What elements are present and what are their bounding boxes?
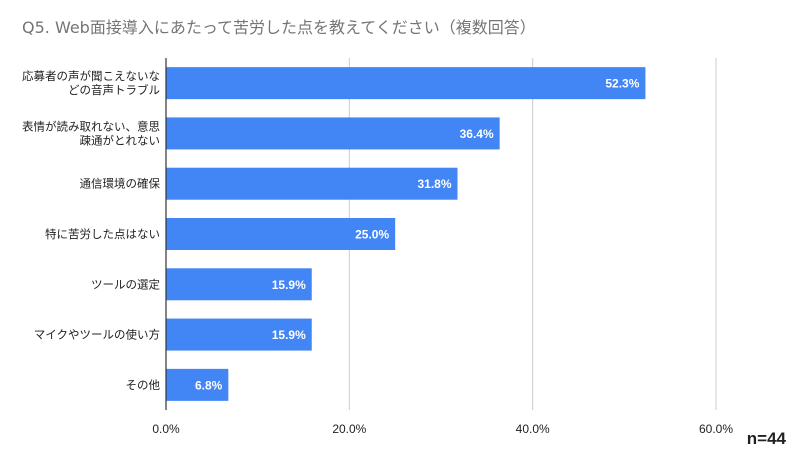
category-label: 特に苦労した点はない — [45, 227, 160, 241]
category-label: その他 — [126, 378, 161, 392]
bar — [166, 167, 458, 200]
category-label: 疎通がとれない — [80, 133, 161, 147]
data-label: 15.9% — [272, 278, 306, 292]
data-label: 15.9% — [272, 328, 306, 342]
category-label: 表情が読み取れない、意思 — [22, 119, 160, 133]
x-tick-label: 40.0% — [516, 422, 550, 436]
bar — [166, 117, 500, 150]
bar — [166, 318, 312, 351]
chart-title: Q5. Web面接導入にあたって苦労した点を教えてください（複数回答） — [22, 18, 536, 37]
category-label: どの音声トラブル — [68, 83, 160, 97]
category-label: 通信環境の確保 — [80, 177, 161, 191]
sample-size-label: n=44 — [746, 429, 786, 448]
bar — [166, 67, 646, 100]
data-label: 52.3% — [605, 77, 639, 91]
x-tick-label: 20.0% — [332, 422, 366, 436]
category-label: ツールの選定 — [91, 277, 160, 291]
bar — [166, 368, 229, 401]
data-label: 6.8% — [195, 378, 223, 392]
category-label: 応募者の声が聞こえないな — [22, 69, 160, 83]
data-label: 25.0% — [355, 228, 389, 242]
data-label: 36.4% — [460, 127, 494, 141]
bar — [166, 268, 312, 301]
bar — [166, 218, 396, 250]
data-label: 31.8% — [417, 177, 451, 191]
x-tick-label: 60.0% — [699, 422, 733, 436]
x-tick-label: 0.0% — [152, 422, 180, 436]
category-label: マイクやツールの使い方 — [34, 328, 160, 342]
